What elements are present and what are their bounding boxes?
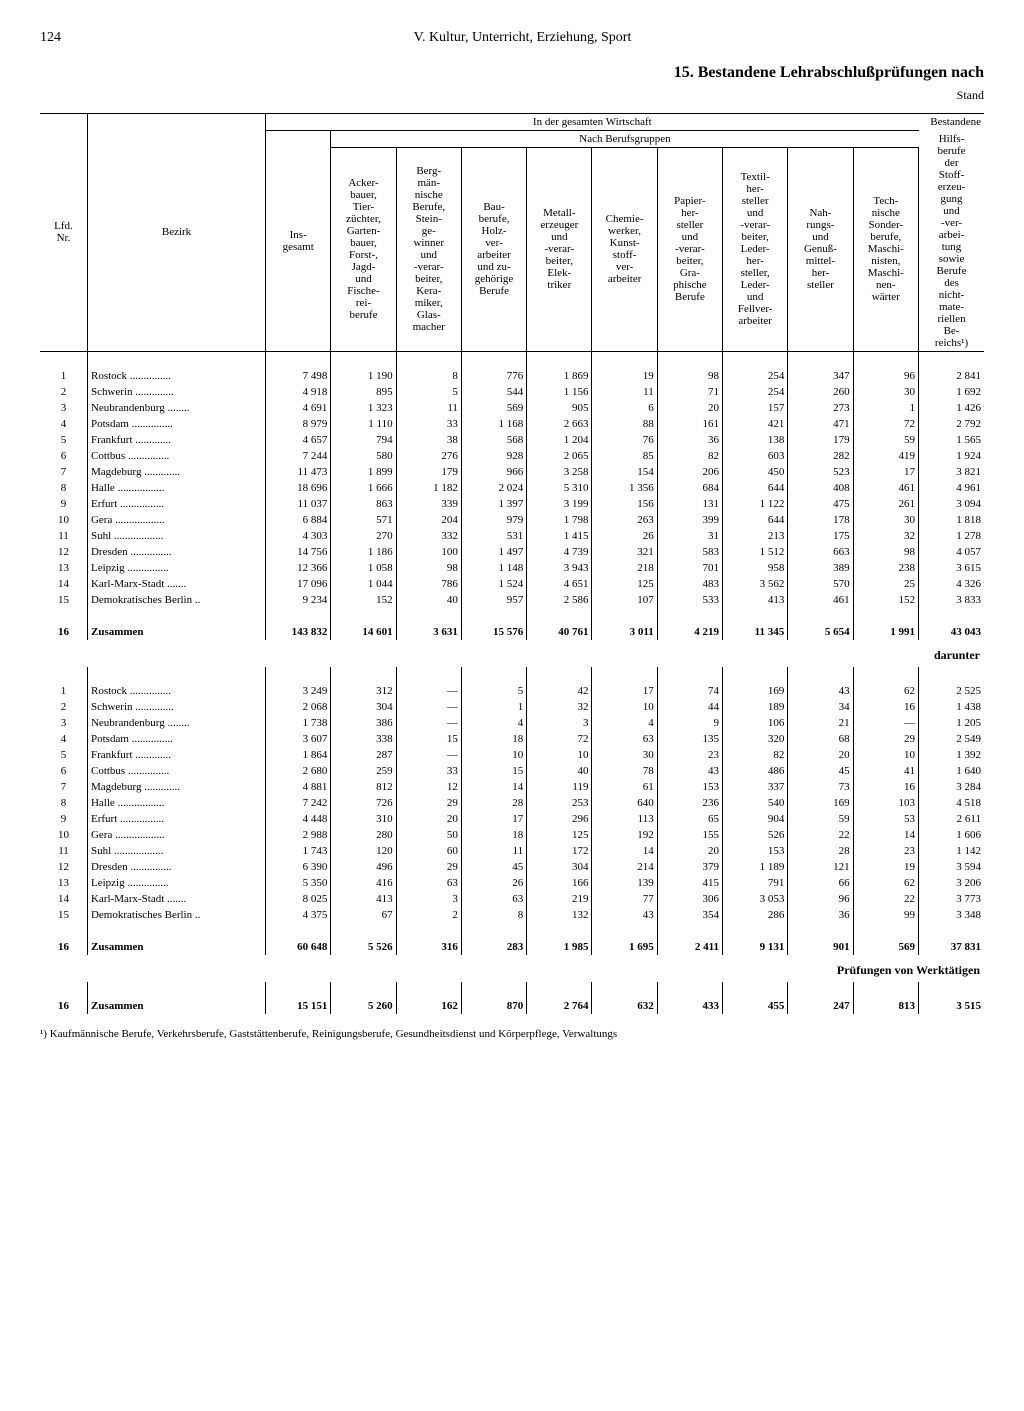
- running-head: V. Kultur, Unterricht, Erziehung, Sport: [414, 30, 632, 46]
- table-row: 1Rostock ...............7 4981 19087761 …: [40, 368, 984, 384]
- table-row: 10Gera ..................6 8845712049791…: [40, 512, 984, 528]
- table-row: 3Neubrandenburg ........1 738386—4349106…: [40, 715, 984, 731]
- table-row: 14Karl-Marx-Stadt .......8 0254133632197…: [40, 891, 984, 907]
- col-h8: Nah- rungs- und Genuß- mittel- her- stel…: [788, 148, 853, 352]
- main-table: Lfd. Nr. Bezirk In der gesamten Wirtscha…: [40, 113, 984, 1014]
- table-row: 9Erfurt ................4 44831020172961…: [40, 811, 984, 827]
- table-row: 13Leipzig ...............5 3504166326166…: [40, 875, 984, 891]
- col-h5: Chemie- werker, Kunst- stoff- ver- arbei…: [592, 148, 657, 352]
- table-row: 9Erfurt ................11 0378633391 39…: [40, 496, 984, 512]
- col-h2: Berg- män- nische Berufe, Stein- ge- win…: [396, 148, 461, 352]
- col-h4: Metall- erzeuger und -verar- beiter, Ele…: [527, 148, 592, 352]
- table-row: 5Frankfurt .............1 864287—1010302…: [40, 747, 984, 763]
- col-insgesamt: Ins- gesamt: [266, 131, 331, 352]
- col-h9: Tech- nische Sonder- berufe, Maschi- nis…: [853, 148, 918, 352]
- table-row: 12Dresden ...............6 3904962945304…: [40, 859, 984, 875]
- col-lfd: Lfd. Nr.: [40, 114, 87, 352]
- col-bezirk: Bezirk: [87, 114, 265, 352]
- table-row: 2Schwerin ..............2 068304—1321044…: [40, 699, 984, 715]
- footnote: ¹) Kaufmännische Berufe, Verkehrsberufe,…: [40, 1028, 984, 1040]
- col-bestandene: Bestandene: [919, 114, 984, 131]
- page-title: 15. Bestandene Lehrabschlußprüfungen nac…: [40, 64, 984, 82]
- table-row: 6Cottbus ...............7 2445802769282 …: [40, 448, 984, 464]
- table-row: 7Magdeburg .............11 4731 89917996…: [40, 464, 984, 480]
- col-span-top: In der gesamten Wirtschaft: [266, 114, 919, 131]
- col-h6: Papier- her- steller und -verar- beiter,…: [657, 148, 722, 352]
- table-row: 15Demokratisches Berlin ..4 375672813243…: [40, 907, 984, 923]
- table-row: 11Suhl ..................4 3032703325311…: [40, 528, 984, 544]
- table-row: 14Karl-Marx-Stadt .......17 0961 0447861…: [40, 576, 984, 592]
- table-row: 5Frankfurt .............4 657794385681 2…: [40, 432, 984, 448]
- table-row: 15Demokratisches Berlin ..9 234152409572…: [40, 592, 984, 608]
- table-row: 4Potsdam ...............3 60733815187263…: [40, 731, 984, 747]
- table-row: 4Potsdam ...............8 9791 110331 16…: [40, 416, 984, 432]
- col-span-sub: Nach Berufsgruppen: [331, 131, 919, 148]
- table-row: 13Leipzig ...............12 3661 058981 …: [40, 560, 984, 576]
- table-row: 8Halle .................18 6961 6661 182…: [40, 480, 984, 496]
- table-row: 16Zusammen15 1515 2601628702 76463243345…: [40, 998, 984, 1014]
- table-row: 10Gera ..................2 9882805018125…: [40, 827, 984, 843]
- col-h3: Bau- berufe, Holz- ver- arbeiter und zu-…: [461, 148, 526, 352]
- col-h1: Acker- bauer, Tier- züchter, Garten- bau…: [331, 148, 396, 352]
- col-h10: Hilfs- berufe der Stoff- erzeu- gung und…: [919, 131, 984, 352]
- table-row: 12Dresden ...............14 7561 1861001…: [40, 544, 984, 560]
- table-row: 16Zusammen143 83214 6013 63115 57640 761…: [40, 624, 984, 640]
- table-row: 2Schwerin ..............4 91889555441 15…: [40, 384, 984, 400]
- table-row: 16Zusammen60 6485 5263162831 9851 6952 4…: [40, 939, 984, 955]
- table-row: 7Magdeburg .............4 88181212141196…: [40, 779, 984, 795]
- table-row: 3Neubrandenburg ........4 6911 323115699…: [40, 400, 984, 416]
- page-number: 124: [40, 30, 61, 46]
- col-h7: Textil- her- steller und -verar- beiter,…: [723, 148, 788, 352]
- table-row: 6Cottbus ...............2 68025933154078…: [40, 763, 984, 779]
- stand-label: Stand: [40, 88, 984, 103]
- table-row: 11Suhl ..................1 7431206011172…: [40, 843, 984, 859]
- table-row: 8Halle .................7 24272629282536…: [40, 795, 984, 811]
- table-row: 1Rostock ...............3 249312—5421774…: [40, 683, 984, 699]
